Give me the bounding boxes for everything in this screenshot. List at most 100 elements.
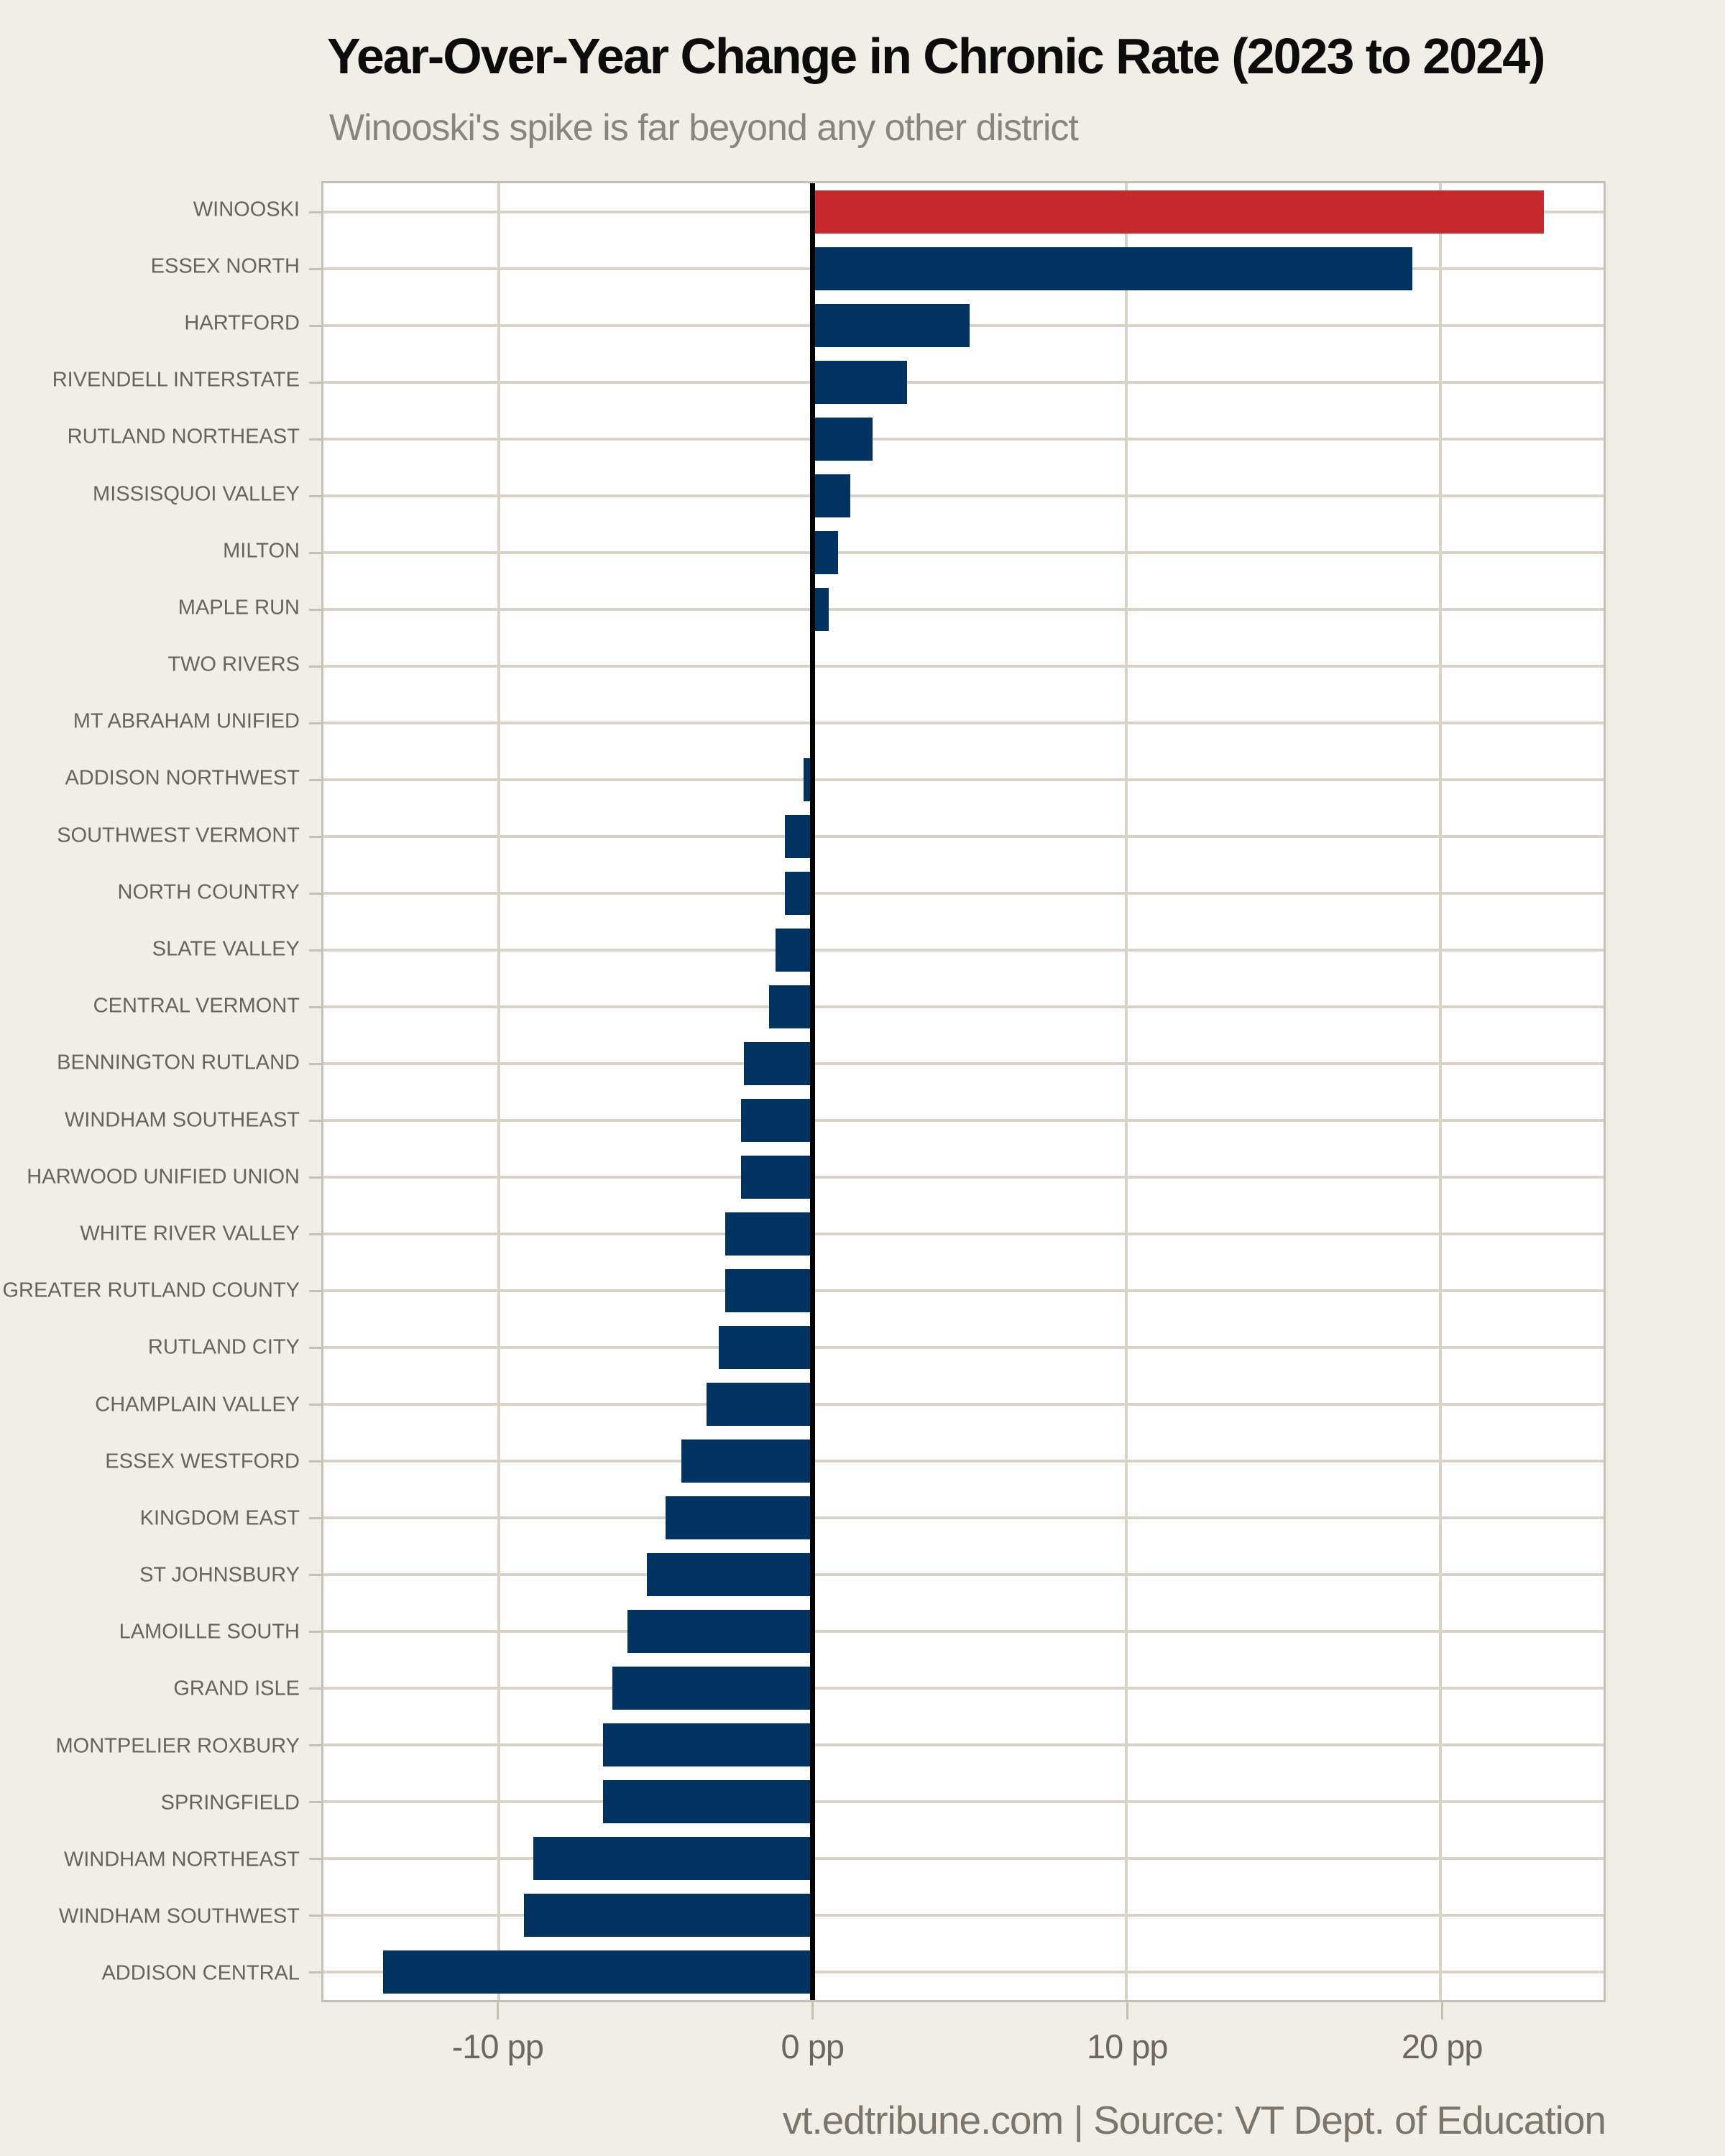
y-axis-label: MT ABRAHAM UNIFIED [73,709,300,733]
bar [681,1439,813,1483]
y-tick-mark [309,438,321,441]
bar [812,247,1412,290]
y-tick-mark [309,1800,321,1803]
y-tick-mark [309,1062,321,1065]
y-axis-label: ESSEX WESTFORD [105,1450,300,1473]
horizontal-gridline [323,834,1604,838]
chart-title: Year-Over-Year Change in Chronic Rate (2… [327,28,1545,84]
y-axis-label: MISSISQUOI VALLEY [93,482,300,506]
y-tick-mark [309,949,321,952]
y-axis-label: ST JOHNSBURY [139,1563,300,1587]
horizontal-gridline [323,1402,1604,1406]
horizontal-gridline [323,380,1604,384]
horizontal-gridline [323,721,1604,724]
y-tick-mark [309,494,321,497]
y-axis-label: WHITE RIVER VALLEY [80,1222,300,1245]
bar [533,1836,813,1880]
source-attribution: vt.edtribune.com | Source: VT Dept. of E… [782,2098,1606,2142]
y-tick-mark [309,1403,321,1406]
y-tick-mark [309,211,321,213]
plot-area [309,181,1606,2002]
horizontal-gridline [323,1175,1604,1179]
bar [812,530,838,574]
horizontal-gridline [323,1005,1604,1008]
y-axis-label: ADDISON CENTRAL [101,1961,300,1985]
y-axis-labels: WINOOSKI ESSEX NORTH HARTFORD RIVENDELL INT… [0,181,321,2002]
y-axis-label: KINGDOM EAST [139,1506,300,1530]
y-axis-label: WINDHAM SOUTHEAST [64,1108,300,1132]
y-axis-label: GREATER RUTLAND COUNTY [2,1279,300,1302]
y-tick-mark [309,1516,321,1519]
horizontal-gridline [323,1345,1604,1349]
horizontal-gridline [323,1743,1604,1746]
y-tick-mark [309,381,321,384]
y-tick-mark [309,1289,321,1292]
x-tick-label: -10 pp [451,2027,544,2065]
horizontal-gridline [323,1913,1604,1917]
y-axis-label: NORTH COUNTRY [117,880,300,904]
y-tick-mark [309,722,321,724]
y-tick-mark [309,1119,321,1122]
y-axis-label: RIVENDELL INTERSTATE [52,368,300,392]
horizontal-gridline [323,1061,1604,1065]
y-tick-mark [309,1176,321,1179]
y-axis-label: CENTRAL VERMONT [93,994,300,1018]
x-tick-label: 20 pp [1401,2027,1484,2065]
bar [784,871,813,915]
horizontal-gridline [323,1572,1604,1576]
y-axis-label: HARTFORD [184,311,300,335]
y-axis-label: RUTLAND CITY [147,1335,300,1359]
horizontal-gridline [323,1686,1604,1690]
y-axis-label: HARWOOD UNIFIED UNION [27,1165,300,1189]
vertical-gridline [497,183,501,2000]
y-axis-label: ESSEX NORTH [150,254,300,278]
bar [740,1155,813,1199]
y-axis-label: SPRINGFIELD [160,1791,300,1815]
y-tick-mark [309,1460,321,1462]
y-axis-label: MILTON [223,539,300,563]
x-tick-label: 0 pp [781,2027,845,2065]
bar [812,474,851,517]
horizontal-gridline [323,1289,1604,1292]
horizontal-gridline [323,1856,1604,1860]
y-tick-mark [309,267,321,270]
y-axis-label: RUTLAND NORTHEAST [67,425,300,448]
horizontal-gridline [323,891,1604,895]
horizontal-gridline [323,778,1604,781]
y-tick-mark [309,778,321,781]
bar-highlight [812,190,1545,234]
y-tick-mark [309,1857,321,1860]
y-axis-label: SOUTHWEST VERMONT [57,824,300,847]
y-tick-mark [309,324,321,327]
y-tick-mark [309,835,321,838]
bar [812,417,873,461]
horizontal-gridline [323,1516,1604,1519]
bar [784,814,813,858]
horizontal-gridline [323,550,1604,554]
y-axis-label: SLATE VALLEY [152,937,300,961]
y-tick-mark [309,1914,321,1917]
x-axis: -10 pp 0 pp 10 pp 20 pp [321,2002,1606,2117]
y-tick-mark [309,551,321,554]
horizontal-gridline [323,437,1604,441]
horizontal-gridline [323,494,1604,497]
zero-line [810,183,816,2000]
y-axis-label: MONTPELIER ROXBURY [55,1734,300,1758]
y-tick-mark [309,1233,321,1235]
bar [646,1552,813,1596]
y-tick-mark [309,892,321,895]
y-tick-mark [309,1687,321,1690]
horizontal-gridline [323,1800,1604,1803]
x-tick-mark [496,2002,499,2019]
y-axis-label: TWO RIVERS [167,653,300,676]
bar [602,1723,813,1766]
y-tick-mark [309,1971,321,1973]
bar [627,1609,813,1653]
bar [724,1212,813,1256]
horizontal-gridline [323,1232,1604,1235]
bar [719,1325,813,1369]
y-tick-mark [309,1005,321,1008]
x-tick-mark [1440,2002,1443,2019]
y-axis-label: WINOOSKI [193,198,300,221]
